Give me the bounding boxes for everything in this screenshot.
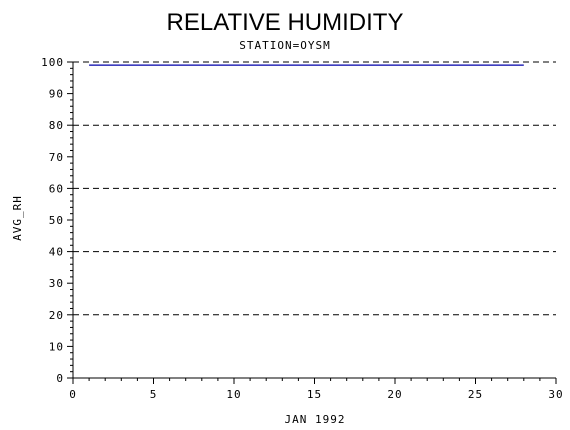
x-tick-label-30: 30 [548,388,563,401]
y-tick-label-70: 70 [49,151,64,164]
grid-lines [73,61,556,379]
y-tick-label-40: 40 [49,246,64,259]
chart-subtitle: STATION=OYSM [239,39,330,52]
y-axis-label: AVG_RH [11,195,24,241]
y-tick-label-50: 50 [49,214,64,227]
x-axis-label: JAN 1992 [285,413,346,426]
y-tick-label-90: 90 [49,88,64,101]
y-tick-label-10: 10 [49,340,64,353]
x-tick-label-20: 20 [387,388,402,401]
x-tick-label-0: 0 [69,388,77,401]
y-tick-label-20: 20 [49,309,64,322]
y-tick-label-80: 80 [49,119,64,132]
chart-title: RELATIVE HUMIDITY [167,9,404,36]
axes [72,62,556,379]
ticks: 0 10 20 30 40 50 60 70 80 90 100 0 5 10 15 20 25 30 [41,56,563,401]
y-tick-label-60: 60 [49,182,64,195]
y-tick-label-0: 0 [56,372,64,385]
y-tick-label-30: 30 [49,277,64,290]
x-tick-label-5: 5 [150,388,158,401]
y-tick-label-100: 100 [41,56,64,69]
x-tick-label-25: 25 [468,388,483,401]
x-tick-label-10: 10 [226,388,241,401]
x-tick-label-15: 15 [307,388,322,401]
